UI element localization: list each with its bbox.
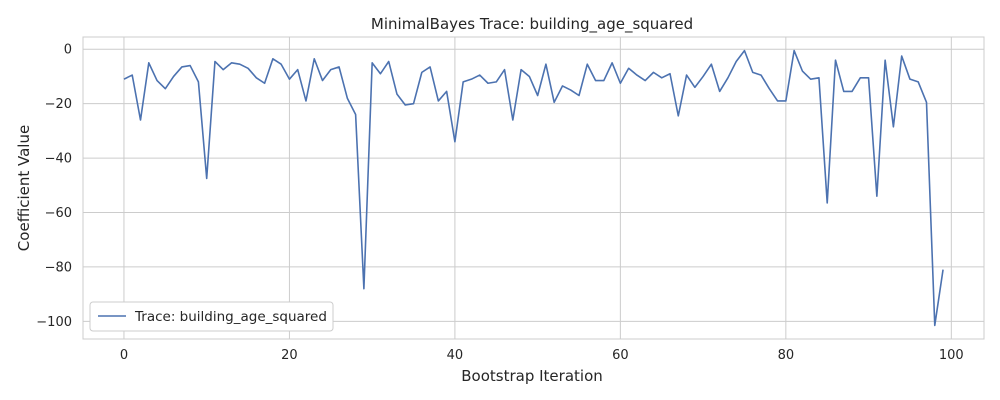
x-tick-label: 80 [778, 348, 795, 363]
y-tick-label: −40 [45, 152, 72, 167]
x-axis-label: Bootstrap Iteration [461, 367, 603, 385]
series-layer [123, 49, 944, 327]
y-tick-label: −80 [45, 260, 72, 275]
x-tick-label: 40 [447, 348, 464, 363]
x-tick-label: 100 [939, 348, 964, 363]
y-tick-label: 0 [64, 43, 72, 58]
y-tick-label: −20 [45, 97, 72, 112]
x-tick-label: 0 [120, 348, 128, 363]
x-tick-label: 20 [281, 348, 298, 363]
grid [83, 37, 984, 339]
x-tick-label: 60 [612, 348, 629, 363]
legend: Trace: building_age_squared [89, 301, 334, 332]
legend-series-label: Trace: building_age_squared [134, 309, 327, 325]
y-tick-label: −100 [36, 315, 72, 330]
plot-frame [82, 36, 985, 340]
x-axis-ticks: 0 20 40 60 80 100 [120, 348, 964, 363]
chart-title: MinimalBayes Trace: building_age_squared [371, 15, 693, 34]
y-axis-ticks: 0 −20 −40 −60 −80 −100 [36, 43, 72, 330]
y-tick-label: −60 [45, 206, 72, 221]
y-axis-label: Coefficient Value [15, 125, 33, 251]
series-line [123, 49, 944, 327]
legend-box [89, 301, 334, 332]
